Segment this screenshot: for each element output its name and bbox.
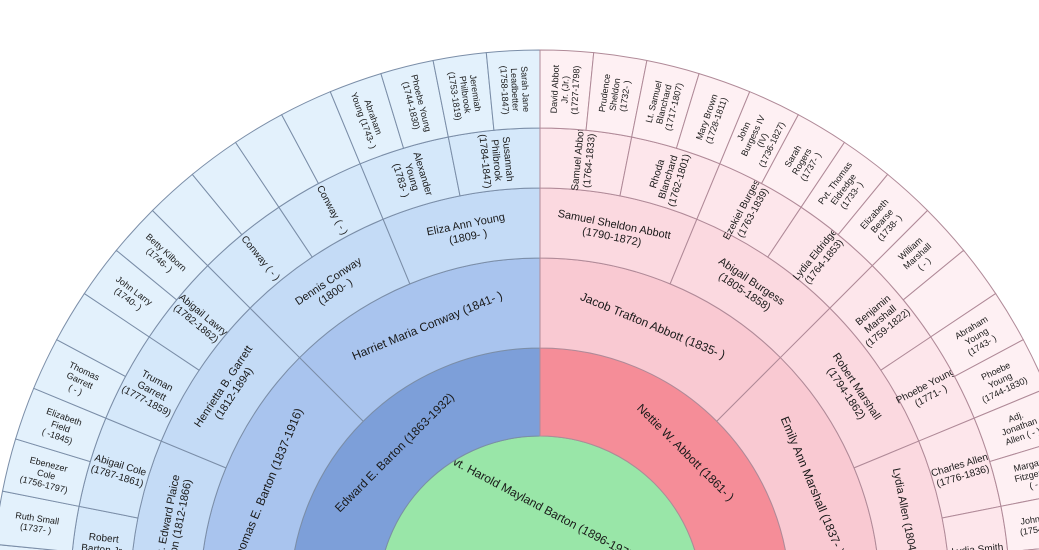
person-gen5-27-label: PhoebeYoung(1744-1830) <box>971 356 1028 405</box>
person-gen4-7-label-line: Susannah <box>500 136 515 182</box>
person-gen4-7-label-line: Philbrook <box>488 139 503 183</box>
person-gen5-28-label-line: Adj. <box>1007 410 1025 425</box>
person-gen5-1-label: Ruth Small(1737- ) <box>13 510 60 537</box>
person-gen4-0-label-line: Barton Jr. <box>81 543 125 550</box>
person-gen5-1-label-line: (1737- ) <box>19 521 52 536</box>
person-gen5-28-label: Adj.JonathanAllen ( - ) <box>997 406 1039 447</box>
person-gen5-16-label-line: (1727-1798) <box>569 65 581 114</box>
person-gen5-17-label-line: Sheldon <box>607 77 622 111</box>
person-gen5-15-label: Sarah JaneLeadbetter(1758-1847) <box>498 64 531 114</box>
person-gen5-29-label-line: ( - ) <box>1028 478 1039 491</box>
person-gen5-16-label-line: Jr. (Jr.) <box>559 76 570 104</box>
person-gen5-15-label-line: (1758-1847) <box>498 65 510 114</box>
person-gen5-15-label-line: Sarah Jane <box>519 66 531 112</box>
person-gen4-0-label-line: Robert <box>88 532 119 546</box>
person-gen4-9-label: RhodaBlanchard(1762-1801) <box>645 146 693 208</box>
person-gen4-8-label-line: (1764-1833) <box>582 133 598 188</box>
person-gen5-16-label: David AbbotJr. (Jr.)(1727-1798) <box>549 64 582 115</box>
person-gen4-15-label: Lydia Smith(1783-1804) <box>950 542 1006 550</box>
person-gen5-17-label: PrudenceSheldon(1732- ) <box>597 73 633 116</box>
person-gen4-8-label: Samuel Abbot(1764-1833) <box>570 128 599 192</box>
person-gen5-17-label-line: (1732- ) <box>618 80 633 113</box>
person-gen5-2-label-line: Cole <box>36 467 56 481</box>
person-gen4-7-label-line: (1784-1847) <box>476 134 492 189</box>
person-gen4-7-label: SusannahPhilbrook(1784-1847) <box>476 131 515 189</box>
person-gen5-30[interactable] <box>1000 491 1039 550</box>
person-gen5-16-label-line: David Abbot <box>549 64 561 113</box>
person-gen5-15-label-line: Leadbetter <box>509 68 521 111</box>
person-gen4-15-label-line: Lydia Smith <box>951 542 1004 550</box>
person-gen4-0-label: RobertBarton Jr.(Jr.)(1784-1869) <box>73 531 132 550</box>
